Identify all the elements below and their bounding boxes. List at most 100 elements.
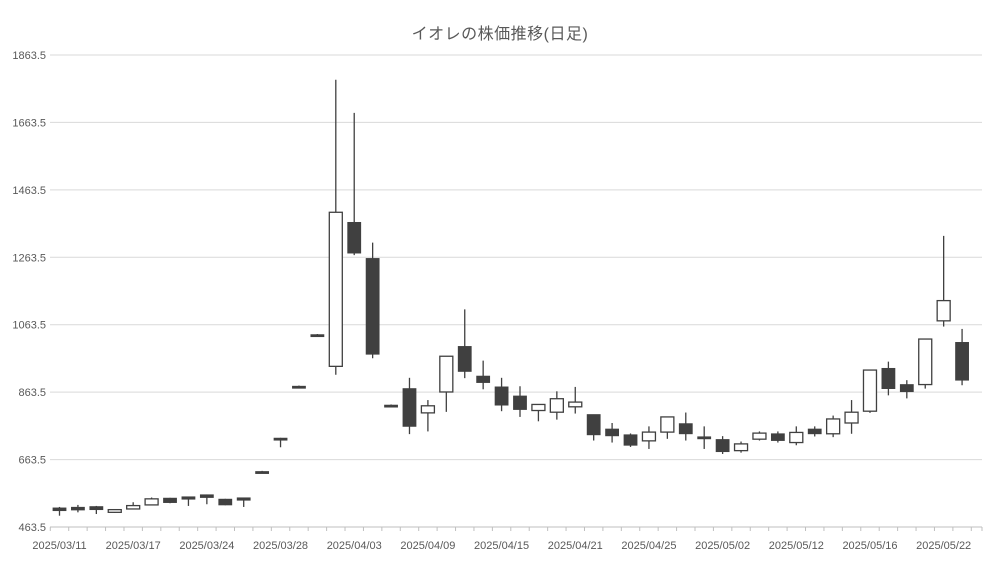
candle-2025/05/16 xyxy=(862,369,878,413)
candle-2025/04/11 xyxy=(457,309,472,379)
candle-body-up xyxy=(660,416,675,433)
candle-2025/03/25 xyxy=(218,498,233,506)
candle-2025/05/08 xyxy=(752,431,767,441)
candle-2025/04/07 xyxy=(384,404,398,408)
candle-2025/03/11 xyxy=(52,506,67,516)
x-axis-labels: 2025/03/11 2025/03/17 2025/03/24 2025/03/28… xyxy=(32,540,971,552)
x-tick-label: 2025/03/17 xyxy=(106,540,161,552)
candle-body-up xyxy=(936,299,951,322)
candle-2025/03/26 xyxy=(236,497,251,507)
candle-body-down xyxy=(347,221,362,254)
candle-2025/05/09 xyxy=(770,431,785,443)
x-tick-label: 2025/04/03 xyxy=(327,540,382,552)
x-tick-label: 2025/05/12 xyxy=(769,540,824,552)
candle-body-down xyxy=(586,414,601,436)
candle-body-up xyxy=(531,403,546,412)
y-axis-labels: 463.5 663.5 863.5 1063.5 1263.5 1463.5 1663.5 1… xyxy=(12,50,46,534)
candle-2025/04/02 xyxy=(328,79,343,375)
candle-body-down xyxy=(605,428,619,437)
y-tick-label: 1663.5 xyxy=(12,117,46,129)
candle-body-down xyxy=(513,395,527,410)
candle-body-down xyxy=(402,388,417,427)
gridlines xyxy=(50,54,982,528)
y-tick-label: 863.5 xyxy=(18,387,46,399)
candle-2025/05/23 xyxy=(955,328,969,386)
candle-body-down xyxy=(384,404,398,408)
candle-body-up xyxy=(641,431,657,442)
candle-2025/04/09 xyxy=(420,400,436,432)
candle-2025/05/02 xyxy=(715,436,730,455)
candle-2025/05/12 xyxy=(789,426,804,446)
candle-body-down xyxy=(71,506,85,511)
y-tick-label: 1263.5 xyxy=(12,252,46,264)
y-tick-label: 463.5 xyxy=(18,522,46,534)
candle-2025/05/22 xyxy=(936,235,951,327)
candle-body-up xyxy=(825,418,841,435)
y-tick-label: 1463.5 xyxy=(12,185,46,197)
candle-body-down xyxy=(89,506,104,511)
candle-body-up xyxy=(918,338,933,386)
y-tick-label: 663.5 xyxy=(18,455,46,467)
candle-body-down xyxy=(476,375,491,383)
candle-2025/04/25 xyxy=(641,426,657,449)
candle-2025/05/21 xyxy=(918,338,933,389)
candle-body-up xyxy=(733,443,749,452)
candles xyxy=(52,79,969,516)
x-tick-label: 2025/03/24 xyxy=(179,540,234,552)
candle-body-down xyxy=(273,437,288,441)
x-tick-label: 2025/04/15 xyxy=(474,540,529,552)
candle-2025/03/17 xyxy=(126,502,141,510)
candle-body-up xyxy=(789,431,804,444)
x-axis-ticks xyxy=(49,527,983,531)
candle-2025/05/19 xyxy=(881,361,896,396)
candle-2025/05/01 xyxy=(697,426,712,449)
y-tick-label: 1863.5 xyxy=(12,50,46,62)
candle-body-up xyxy=(328,211,343,368)
candle-body-up xyxy=(107,508,122,513)
candle-body-down xyxy=(163,497,177,503)
candle-2025/03/28 xyxy=(273,437,288,448)
candle-body-down xyxy=(494,386,509,406)
candle-2025/03/24 xyxy=(199,494,214,505)
candle-2025/04/17 xyxy=(531,403,546,422)
x-tick-label: 2025/05/16 xyxy=(842,540,897,552)
candle-2025/04/03 xyxy=(347,112,362,256)
candle-2025/03/14 xyxy=(107,508,122,514)
chart-title: イオレの株価推移(日足) xyxy=(411,26,589,43)
candle-2025/04/04 xyxy=(365,242,380,359)
candle-2025/04/22 xyxy=(586,414,601,441)
candle-body-down xyxy=(181,496,196,500)
candle-2025/05/15 xyxy=(844,400,859,434)
candle-body-up xyxy=(549,398,564,413)
candle-2025/03/18 xyxy=(144,497,159,506)
candle-body-down xyxy=(365,258,380,355)
x-tick-label: 2025/04/25 xyxy=(621,540,676,552)
candle-body-down xyxy=(255,471,270,474)
candle-body-down xyxy=(292,385,306,389)
candle-2025/04/15 xyxy=(494,377,509,412)
candle-2025/05/20 xyxy=(899,380,914,399)
candle-body-up xyxy=(144,498,159,506)
candle-2025/03/13 xyxy=(89,505,104,515)
candle-2025/04/30 xyxy=(678,412,693,441)
candle-body-up xyxy=(844,411,859,424)
candle-2025/04/24 xyxy=(623,433,638,447)
candle-body-up xyxy=(420,405,436,414)
candle-2025/03/19 xyxy=(163,497,177,504)
candle-body-down xyxy=(52,507,67,512)
candle-2025/04/16 xyxy=(513,386,527,417)
candle-2025/03/31 xyxy=(292,385,306,389)
candle-body-up xyxy=(568,401,583,408)
candle-body-down xyxy=(236,497,251,501)
candle-body-down xyxy=(310,334,325,338)
candle-body-down xyxy=(199,494,214,498)
x-tick-label: 2025/03/11 xyxy=(32,540,86,552)
candle-2025/04/23 xyxy=(605,422,619,443)
candle-body-down xyxy=(955,342,969,381)
x-tick-label: 2025/04/09 xyxy=(400,540,455,552)
candle-body-down xyxy=(218,498,233,506)
candle-2025/04/18 xyxy=(549,391,564,420)
candle-body-down xyxy=(881,367,896,390)
